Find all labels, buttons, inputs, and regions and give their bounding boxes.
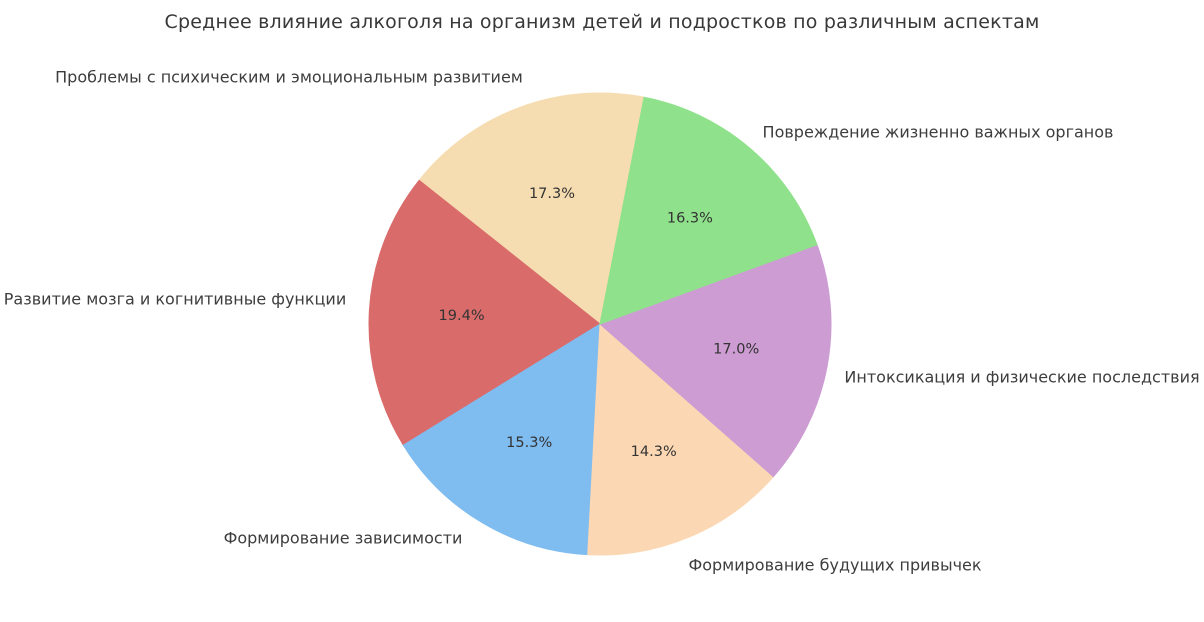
pie-slice-1 xyxy=(368,179,601,446)
pie-percent-label-2: 15.3% xyxy=(506,435,552,451)
pie-slice-0 xyxy=(418,92,645,325)
pie-category-label-5: Повреждение жизненно важных органов xyxy=(762,122,1114,142)
chart-title: Среднее влияние алкоголя на организм дет… xyxy=(164,11,1040,33)
pie-slice-5 xyxy=(599,96,818,325)
pie-percent-label-4: 17.0% xyxy=(713,342,759,358)
pie-percent-label-3: 14.3% xyxy=(631,444,677,460)
pie-category-label-1: Развитие мозга и когнитивные функции xyxy=(3,289,347,309)
pie-category-label-3: Формирование будущих привычек xyxy=(688,555,982,575)
pie-percent-label-1: 19.4% xyxy=(439,308,485,324)
pie-slice-3 xyxy=(587,322,775,556)
pie-percent-label-5: 16.3% xyxy=(667,211,713,227)
pie-category-label-4: Интоксикация и физические последствия xyxy=(844,367,1200,387)
pie-slice-2 xyxy=(402,323,601,556)
pie-category-label-0: Проблемы с психическим и эмоциональным р… xyxy=(55,67,523,87)
pie-percent-label-0: 17.3% xyxy=(529,186,575,202)
pie-slice-4 xyxy=(599,244,832,478)
pie-category-label-2: Формирование зависимости xyxy=(223,528,463,548)
